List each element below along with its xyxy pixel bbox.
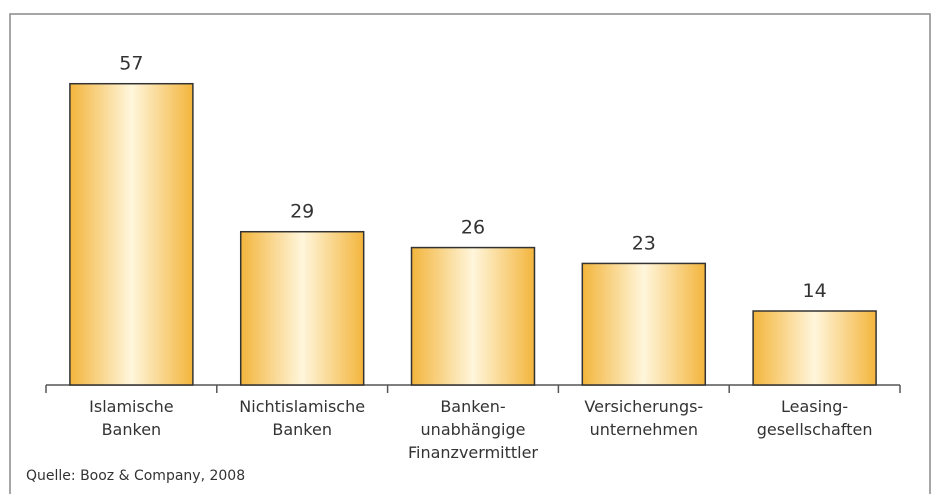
value-label: 26 (461, 217, 485, 239)
bar (581, 262, 707, 386)
category-label: Leasing- gesellschaften (756, 397, 873, 439)
value-label: 57 (119, 53, 143, 75)
bar (410, 246, 536, 386)
bar (239, 230, 365, 386)
value-label: 29 (290, 201, 314, 223)
category-label: Versicherungs- unternehmen (584, 397, 704, 439)
value-label: 14 (803, 280, 827, 302)
bar (752, 310, 877, 386)
value-label: 23 (632, 232, 656, 254)
frame (9, 13, 931, 494)
category-label: Nichtislamische Banken (239, 397, 366, 439)
bar (69, 82, 194, 386)
category-label: Banken- unabhängige Finanzvermittler (407, 397, 539, 462)
category-label: Islamische Banken (89, 397, 174, 439)
source-note: Quelle: Booz & Company, 2008 (26, 468, 246, 484)
